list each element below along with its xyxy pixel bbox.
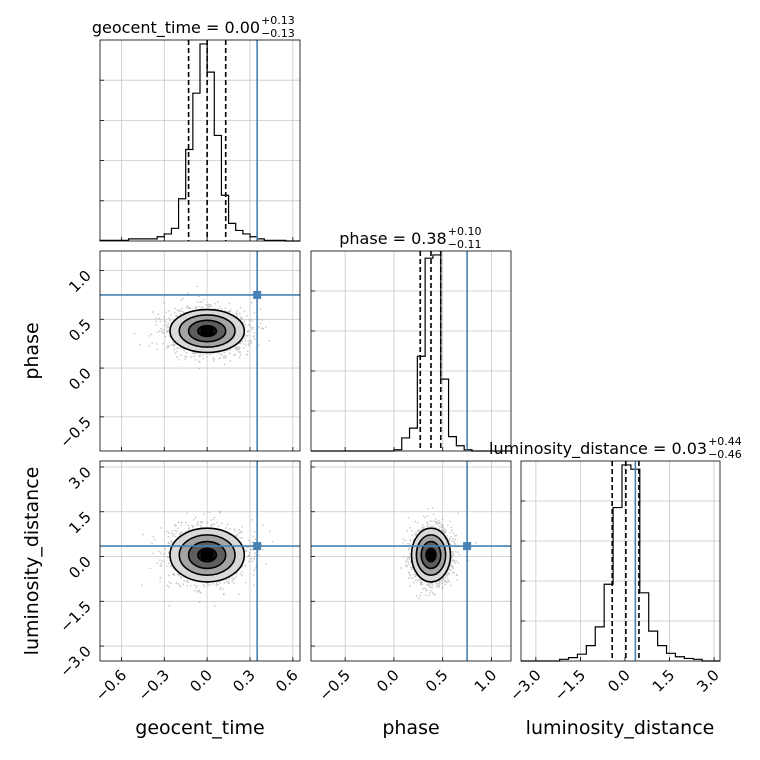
hist-panel-phase <box>311 251 511 452</box>
density-peak <box>200 549 214 561</box>
density <box>141 511 273 607</box>
truth-marker <box>253 290 262 299</box>
title-upper-error: +0.13 <box>261 14 295 27</box>
y-tick-label: −0.5 <box>56 413 94 451</box>
hist-panel-luminosity_distance <box>521 461 720 662</box>
y-axis-label-luminosity_distance: luminosity_distance <box>21 467 43 656</box>
y-tick-label: −1.5 <box>56 597 94 635</box>
x-axis-label-phase: phase <box>382 717 439 739</box>
x-tick-label: 1.0 <box>471 666 501 696</box>
title-lower-error: −0.13 <box>261 27 295 40</box>
x-tick-label: −1.5 <box>551 666 589 704</box>
title-upper-error: +0.10 <box>448 225 482 238</box>
scatter-panel-phase-luminosity_distance <box>311 461 511 661</box>
x-tick-label: −0.6 <box>92 666 130 704</box>
y-tick-label: 0.0 <box>65 364 95 394</box>
x-tick-label: −3.0 <box>506 666 544 704</box>
density <box>400 507 477 600</box>
y-tick-label: 1.0 <box>65 267 95 297</box>
truth-marker <box>463 542 472 551</box>
contour <box>169 308 246 354</box>
contour <box>178 534 236 576</box>
scatter-panel-geocent_time-luminosity_distance <box>100 461 300 661</box>
scatter-frame <box>99 250 301 452</box>
scatter-panel-geocent_time-phase <box>100 251 300 451</box>
contour <box>415 534 447 576</box>
x-tick-label: 3.0 <box>693 666 723 696</box>
contour <box>178 314 236 348</box>
x-axis-label-geocent_time: geocent_time <box>135 717 264 739</box>
y-tick-label: 1.5 <box>65 508 95 538</box>
contour <box>187 319 227 343</box>
histogram-geocent_time <box>99 43 300 242</box>
scatter-frame <box>310 460 512 662</box>
truth-marker <box>253 542 262 551</box>
histogram-phase <box>311 254 511 452</box>
x-tick-label: 0.0 <box>604 666 634 696</box>
x-tick-label: −0.3 <box>135 666 173 704</box>
y-tick-label: 0.5 <box>65 315 95 345</box>
scatter-points <box>133 285 271 370</box>
x-tick-label: 0.5 <box>422 666 452 696</box>
x-axis-label-luminosity_distance: luminosity_distance <box>526 717 715 739</box>
x-tick-label: 0.6 <box>272 666 302 696</box>
y-tick-label: 3.0 <box>65 463 95 493</box>
hist-panel-geocent_time <box>99 40 300 242</box>
contour <box>420 540 442 570</box>
y-tick-label: 0.0 <box>65 553 95 583</box>
x-tick-label: 0.0 <box>373 666 403 696</box>
x-tick-label: 0.3 <box>229 666 259 696</box>
hist-frame-luminosity_distance <box>520 460 721 662</box>
title-phase: phase = 0.38 <box>339 229 446 248</box>
x-tick-label: 1.5 <box>649 666 679 696</box>
scatter-frame <box>99 460 301 662</box>
contour <box>197 547 218 563</box>
title-lower-error: −0.46 <box>708 448 742 461</box>
density-peak <box>427 549 435 561</box>
contour <box>169 527 246 583</box>
hist-frame-phase <box>310 250 512 452</box>
scatter-points <box>400 507 477 600</box>
contour <box>425 547 437 563</box>
y-axis-label-phase: phase <box>21 322 43 379</box>
x-tick-label: 0.0 <box>186 666 216 696</box>
histogram-luminosity_distance <box>521 464 720 662</box>
contour <box>187 540 227 570</box>
x-tick-label: −0.5 <box>315 666 353 704</box>
title-geocent_time: geocent_time = 0.00 <box>92 18 260 38</box>
contour <box>410 527 452 583</box>
title-lower-error: −0.11 <box>448 238 482 251</box>
y-tick-label: −3.0 <box>56 642 94 680</box>
title-luminosity_distance: luminosity_distance = 0.03 <box>489 439 707 459</box>
hist-frame-geocent_time <box>99 39 301 242</box>
density-peak <box>200 326 214 336</box>
title-upper-error: +0.44 <box>708 435 742 448</box>
density <box>133 285 271 370</box>
contour <box>197 324 218 338</box>
